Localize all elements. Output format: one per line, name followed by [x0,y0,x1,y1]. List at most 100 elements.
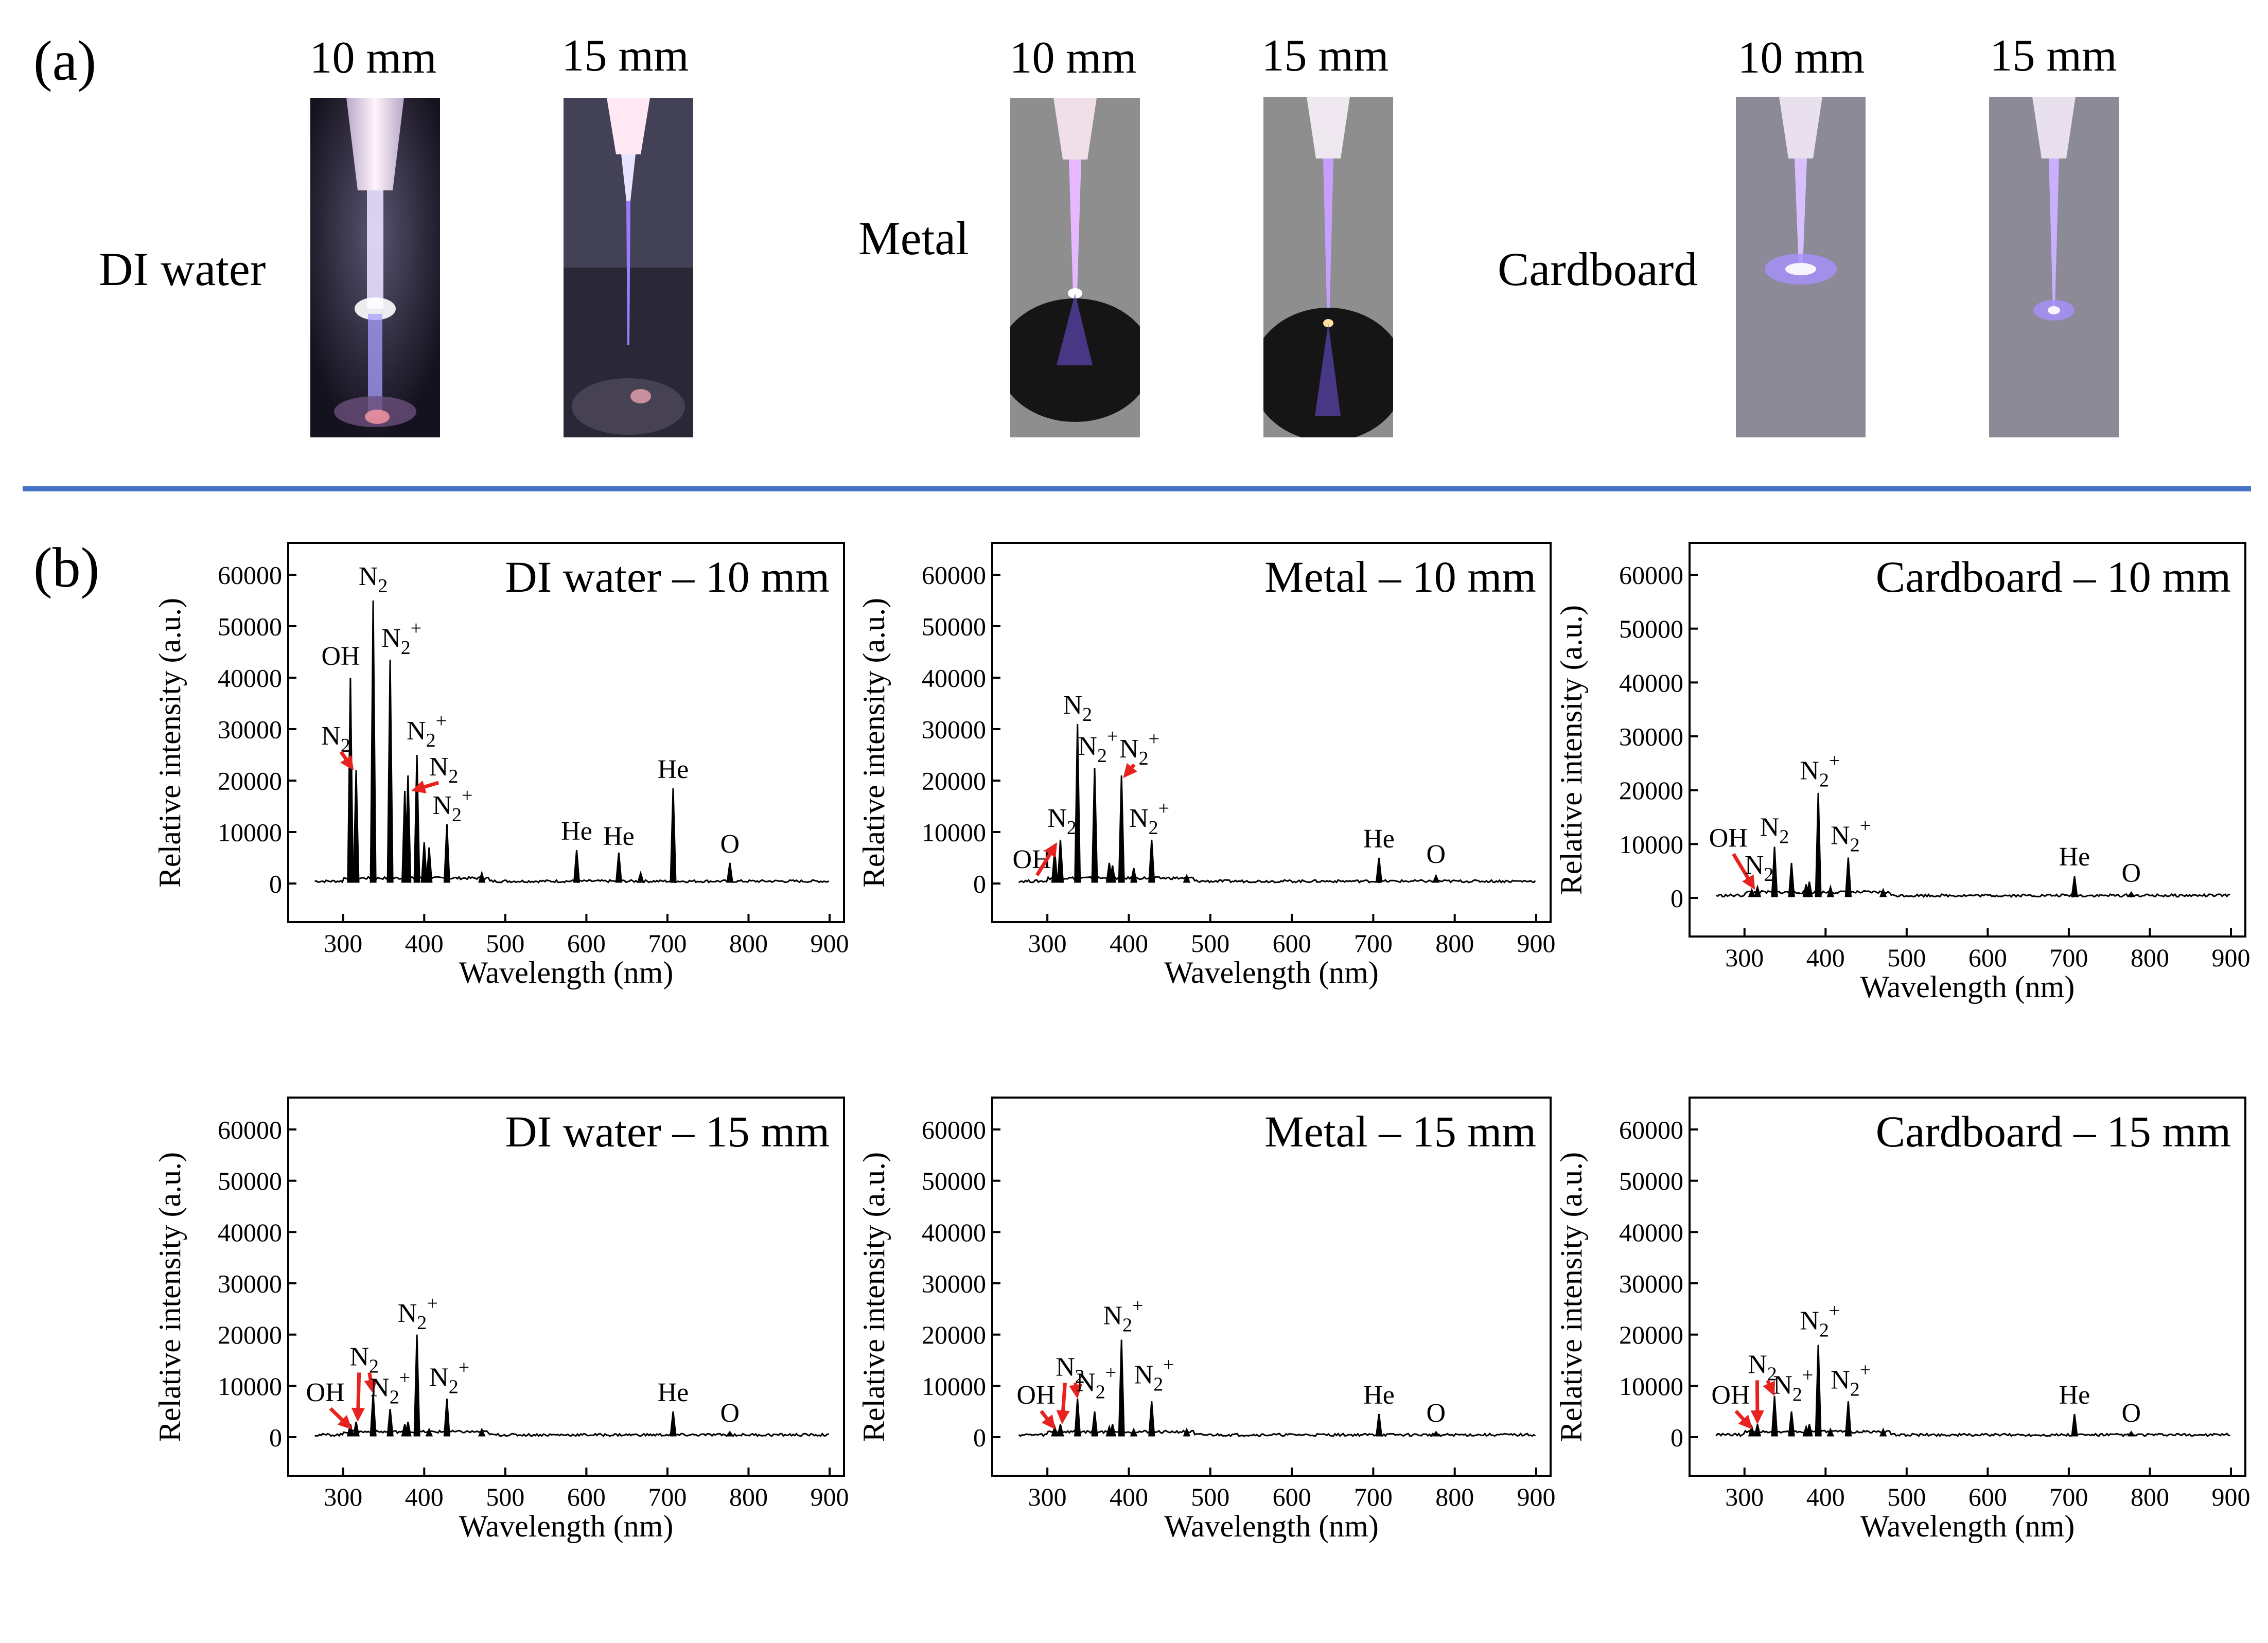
spectrum-peak [1432,874,1440,883]
chart-title: Metal – 15 mm [1264,1107,1536,1156]
y-tick-label: 50000 [1619,1167,1683,1195]
panel-b-label: (b) [33,536,100,599]
spectrum-peak [1074,1399,1081,1437]
spectrum-peak [573,850,581,883]
peak-annotation: He [658,755,689,784]
spectrum-peak [1130,1427,1138,1437]
peak-annotation: N2+ [1129,798,1169,839]
y-tick-label: 0 [973,870,986,898]
spectrum-peak [425,1427,433,1437]
spectrum-peak [1432,1430,1440,1437]
peak-annotation: He [1363,1381,1395,1410]
spectrum-peak [2127,1430,2136,1437]
x-tick-label: 700 [1354,929,1393,958]
spectrum-peak [1754,1424,1761,1437]
spectrum-baseline [1018,875,1536,884]
spectrum-peak [615,852,623,883]
peak-annotation: O [720,829,740,859]
spectrum-peak [420,842,428,883]
y-tick-label: 10000 [218,818,282,847]
peak-annotation: N2+ [407,710,447,751]
x-axis-label: Wavelength (nm) [1164,956,1379,990]
spectrum-peak [1748,1424,1755,1437]
peak-annotation: He [603,822,635,851]
photo-distance-label: 10 mm [1009,33,1137,83]
spectrum-peak [1771,1396,1778,1437]
spectrum-chart: 0 10000 20000 30000 40000 50000 60000 300 400 500… [1554,1097,2251,1543]
peak-annotation: N2 [1760,813,1789,848]
x-tick-label: 500 [1191,929,1229,958]
peak-annotation: O [2121,1399,2141,1428]
spectrum-peak [370,600,377,883]
x-tick-label: 800 [1435,929,1474,958]
y-tick-label: 20000 [922,767,986,796]
chart-title: DI water – 15 mm [505,1107,830,1156]
y-tick-label: 20000 [922,1320,986,1349]
peak-annotation: N2 [1063,691,1092,726]
annotation-arrowhead [1056,1410,1070,1425]
annotation-arrowhead [1123,763,1137,778]
plasma-jet-photo-di-water-10mm [310,98,440,437]
spectrum-peak [1844,1401,1852,1437]
y-tick-label: 40000 [922,664,986,693]
chart-title: Cardboard – 10 mm [1876,552,2231,602]
peak-annotation: N2+ [1076,1362,1116,1403]
y-tick-label: 30000 [1619,1269,1683,1298]
y-tick-label: 0 [1671,1423,1683,1452]
y-tick-label: 0 [973,1423,986,1452]
peak-annotation: OH [1711,1381,1750,1410]
plot-frame [1689,542,2246,938]
plot-frame [287,1097,845,1477]
x-tick-label: 300 [324,1482,362,1511]
peak-annotation: He [2059,1381,2090,1410]
x-tick-label: 500 [1887,1482,1926,1511]
photo-distance-label: 10 mm [309,33,437,83]
peak-annotation: N2+ [1103,1295,1143,1336]
x-axis-label: Wavelength (nm) [1860,1509,2075,1543]
spectrum-peak [413,754,420,883]
photo-group-label-di-water: DI water [99,243,266,295]
y-tick-label: 50000 [218,1167,282,1195]
peak-annotation: N2+ [1773,1364,1813,1405]
annotation-arrow [329,1407,345,1423]
annotation-arrowhead [340,755,354,770]
peak-annotation: N2+ [429,1356,469,1398]
spectrum-baseline [1716,890,2230,898]
annotation-arrowhead [411,780,427,793]
spectrum-peak [413,1334,420,1437]
y-tick-label: 50000 [922,612,986,641]
plasma-jet-photo-metal-10mm [1010,98,1140,437]
plasma-jet-photo-metal-15mm [1263,97,1393,437]
annotation-arrowhead [337,1415,353,1430]
x-tick-label: 800 [2131,1482,2169,1511]
spectrum-peak [1091,1411,1098,1437]
spectrum-peak [637,870,644,883]
x-tick-label: 800 [2131,943,2169,972]
plot-frame [1689,1097,2246,1477]
spectrum-peak [1183,874,1191,883]
x-tick-label: 400 [1806,943,1845,972]
x-tick-label: 700 [2049,943,2088,972]
x-tick-label: 900 [1517,929,1556,958]
y-tick-label: 60000 [218,1116,282,1144]
peak-annotation: OH [306,1378,345,1407]
y-tick-label: 30000 [218,715,282,744]
x-axis-label: Wavelength (nm) [1860,970,2075,1004]
y-tick-label: 40000 [922,1218,986,1247]
photo-distance-label: 15 mm [561,31,689,81]
x-tick-label: 900 [811,1482,849,1511]
x-tick-label: 900 [811,929,849,958]
peak-annotation: N2 [321,721,350,756]
peak-annotation: O [720,1399,740,1428]
photo-group-label-metal: Metal [858,212,969,264]
peak-annotation: N2+ [1800,1300,1840,1341]
x-axis-label: Wavelength (nm) [459,1509,674,1543]
spectrum-peak [353,1421,360,1437]
x-tick-label: 400 [1110,929,1148,958]
spectrum-peak [1130,868,1137,883]
spectrum-peak [443,1399,451,1437]
y-tick-label: 20000 [218,767,282,796]
spectrum-peak [1051,1424,1059,1437]
spectrum-chart: 0 10000 20000 30000 40000 50000 60000 300 400 500… [857,1097,1556,1543]
y-tick-label: 20000 [1619,1320,1683,1349]
